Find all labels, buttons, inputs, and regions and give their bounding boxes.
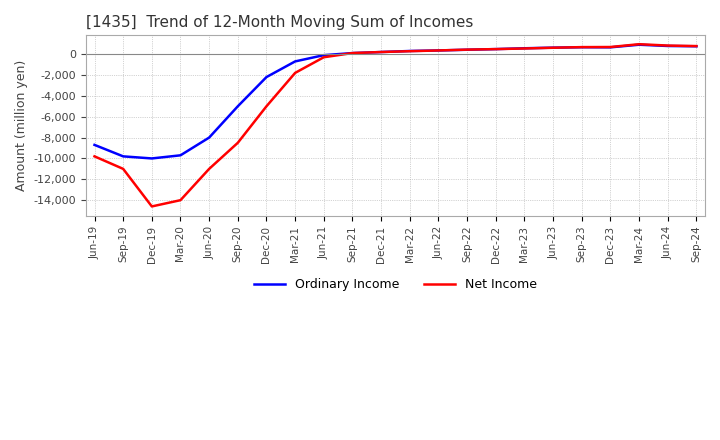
Net Income [377, 49, 385, 55]
Ordinary Income [520, 46, 528, 51]
Ordinary Income [434, 48, 443, 53]
Ordinary Income [176, 153, 185, 158]
Net Income [434, 48, 443, 53]
Ordinary Income [320, 52, 328, 58]
Ordinary Income [348, 51, 357, 56]
Ordinary Income [90, 142, 99, 147]
Ordinary Income [377, 49, 385, 55]
Net Income [492, 47, 500, 52]
Net Income [692, 44, 701, 49]
Ordinary Income [692, 44, 701, 49]
Ordinary Income [233, 104, 242, 109]
Net Income [90, 154, 99, 159]
Net Income [663, 43, 672, 48]
Net Income [405, 48, 414, 54]
Net Income [348, 51, 357, 56]
Ordinary Income [606, 45, 615, 50]
Ordinary Income [635, 42, 644, 48]
Ordinary Income [291, 59, 300, 64]
Ordinary Income [405, 48, 414, 54]
Line: Ordinary Income: Ordinary Income [94, 45, 696, 158]
Y-axis label: Amount (million yen): Amount (million yen) [15, 60, 28, 191]
Ordinary Income [204, 135, 213, 140]
Net Income [577, 44, 586, 50]
Net Income [635, 41, 644, 47]
Ordinary Income [463, 47, 472, 52]
Net Income [549, 45, 557, 51]
Ordinary Income [492, 47, 500, 52]
Net Income [119, 166, 127, 172]
Legend: Ordinary Income, Net Income: Ordinary Income, Net Income [248, 273, 542, 296]
Net Income [204, 166, 213, 172]
Net Income [463, 47, 472, 52]
Ordinary Income [148, 156, 156, 161]
Ordinary Income [663, 43, 672, 48]
Net Income [148, 204, 156, 209]
Net Income [262, 104, 271, 109]
Text: [1435]  Trend of 12-Month Moving Sum of Incomes: [1435] Trend of 12-Month Moving Sum of I… [86, 15, 473, 30]
Net Income [520, 46, 528, 51]
Net Income [320, 55, 328, 60]
Net Income [606, 44, 615, 50]
Line: Net Income: Net Income [94, 44, 696, 206]
Ordinary Income [119, 154, 127, 159]
Ordinary Income [549, 45, 557, 50]
Net Income [233, 140, 242, 146]
Ordinary Income [262, 74, 271, 80]
Ordinary Income [577, 44, 586, 50]
Net Income [176, 198, 185, 203]
Net Income [291, 70, 300, 76]
